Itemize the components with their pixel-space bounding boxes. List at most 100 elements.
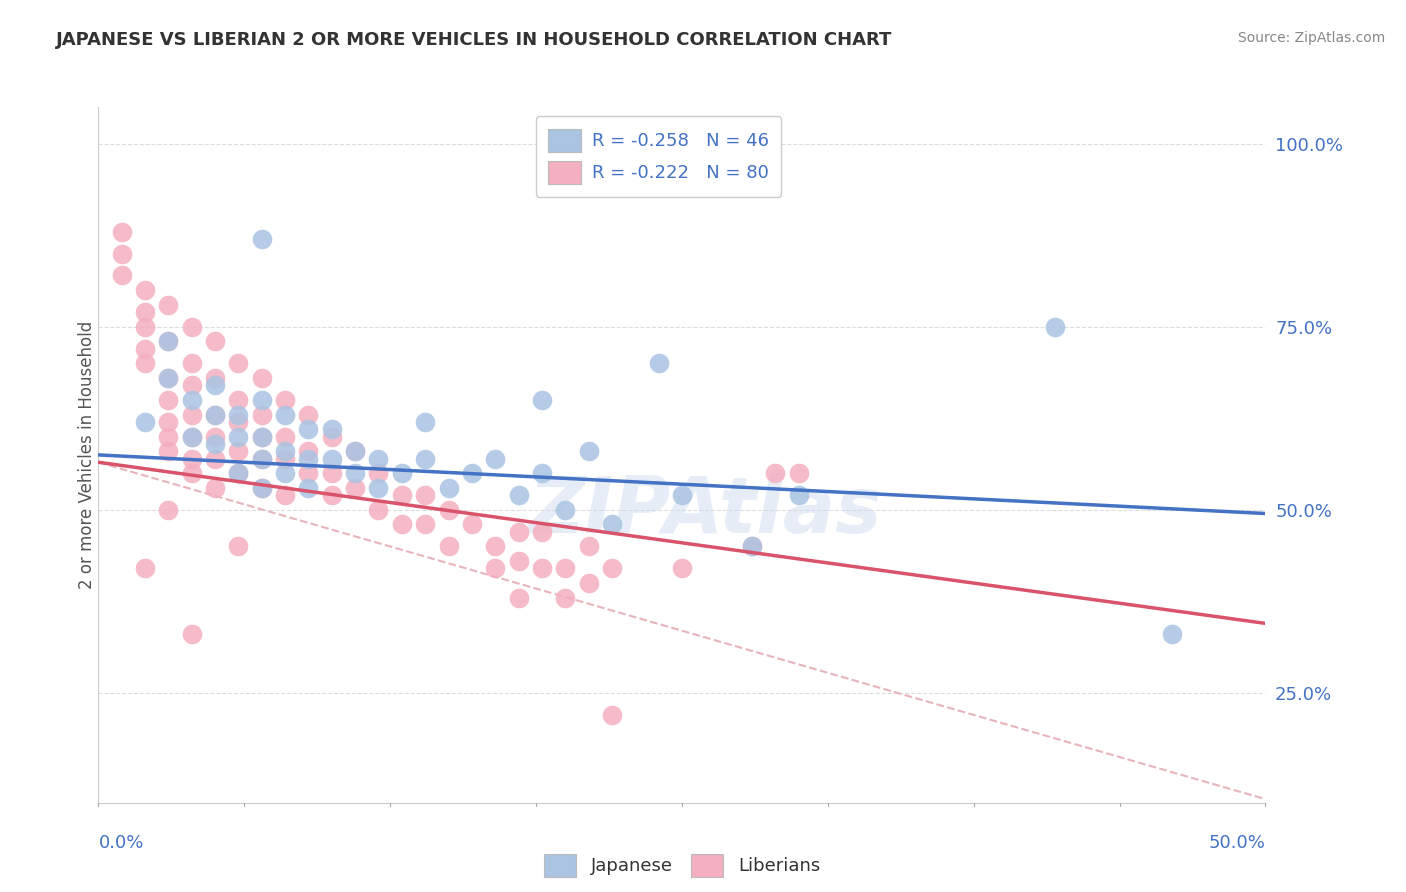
Point	[180, 319, 202, 334]
Point	[250, 451, 273, 466]
Text: Source: ZipAtlas.com: Source: ZipAtlas.com	[1237, 31, 1385, 45]
Point	[134, 561, 156, 575]
Point	[180, 627, 202, 641]
Text: 50.0%: 50.0%	[1209, 834, 1265, 852]
Point	[228, 429, 250, 443]
Point	[134, 283, 156, 297]
Point	[204, 378, 226, 392]
Point	[180, 392, 202, 407]
Point	[530, 561, 553, 575]
Point	[413, 451, 436, 466]
Point	[578, 444, 600, 458]
Point	[437, 481, 460, 495]
Point	[228, 392, 250, 407]
Point	[461, 467, 484, 481]
Point	[321, 422, 343, 436]
Point	[321, 488, 343, 502]
Point	[180, 429, 202, 443]
Point	[484, 561, 506, 575]
Point	[413, 415, 436, 429]
Point	[180, 451, 202, 466]
Point	[250, 232, 273, 246]
Point	[180, 378, 202, 392]
Point	[274, 408, 297, 422]
Point	[413, 488, 436, 502]
Point	[763, 467, 786, 481]
Point	[484, 540, 506, 554]
Point	[578, 540, 600, 554]
Point	[157, 334, 180, 349]
Point	[274, 444, 297, 458]
Point	[600, 517, 623, 532]
Point	[111, 268, 134, 283]
Y-axis label: 2 or more Vehicles in Household: 2 or more Vehicles in Household	[79, 321, 96, 589]
Point	[578, 576, 600, 591]
Point	[671, 561, 693, 575]
Point	[274, 451, 297, 466]
Point	[787, 488, 810, 502]
Point	[180, 408, 202, 422]
Point	[344, 467, 367, 481]
Point	[367, 467, 389, 481]
Point	[274, 467, 297, 481]
Point	[671, 488, 693, 502]
Point	[250, 481, 273, 495]
Point	[1161, 627, 1184, 641]
Point	[228, 415, 250, 429]
Point	[111, 225, 134, 239]
Point	[134, 415, 156, 429]
Point	[228, 408, 250, 422]
Point	[204, 481, 226, 495]
Point	[134, 305, 156, 319]
Text: ZIPAtlas: ZIPAtlas	[529, 473, 882, 549]
Point	[391, 467, 413, 481]
Point	[554, 503, 576, 517]
Point	[157, 334, 180, 349]
Point	[367, 481, 389, 495]
Point	[297, 451, 319, 466]
Point	[157, 503, 180, 517]
Point	[204, 371, 226, 385]
Point	[250, 392, 273, 407]
Point	[250, 481, 273, 495]
Point	[484, 451, 506, 466]
Point	[204, 429, 226, 443]
Point	[157, 371, 180, 385]
Point	[321, 467, 343, 481]
Point	[297, 444, 319, 458]
Point	[204, 408, 226, 422]
Point	[274, 392, 297, 407]
Text: JAPANESE VS LIBERIAN 2 OR MORE VEHICLES IN HOUSEHOLD CORRELATION CHART: JAPANESE VS LIBERIAN 2 OR MORE VEHICLES …	[56, 31, 893, 49]
Point	[508, 591, 530, 605]
Point	[741, 540, 763, 554]
Point	[741, 540, 763, 554]
Point	[157, 429, 180, 443]
Point	[157, 444, 180, 458]
Point	[367, 503, 389, 517]
Text: 0.0%: 0.0%	[98, 834, 143, 852]
Point	[297, 408, 319, 422]
Point	[180, 356, 202, 370]
Point	[530, 524, 553, 539]
Point	[228, 467, 250, 481]
Point	[228, 540, 250, 554]
Point	[228, 444, 250, 458]
Point	[204, 408, 226, 422]
Point	[297, 422, 319, 436]
Point	[250, 371, 273, 385]
Point	[1045, 319, 1067, 334]
Point	[413, 517, 436, 532]
Point	[297, 467, 319, 481]
Point	[508, 554, 530, 568]
Point	[391, 517, 413, 532]
Point	[134, 356, 156, 370]
Point	[787, 467, 810, 481]
Point	[204, 451, 226, 466]
Point	[554, 561, 576, 575]
Point	[461, 517, 484, 532]
Point	[321, 429, 343, 443]
Point	[274, 429, 297, 443]
Point	[204, 334, 226, 349]
Point	[157, 371, 180, 385]
Point	[250, 429, 273, 443]
